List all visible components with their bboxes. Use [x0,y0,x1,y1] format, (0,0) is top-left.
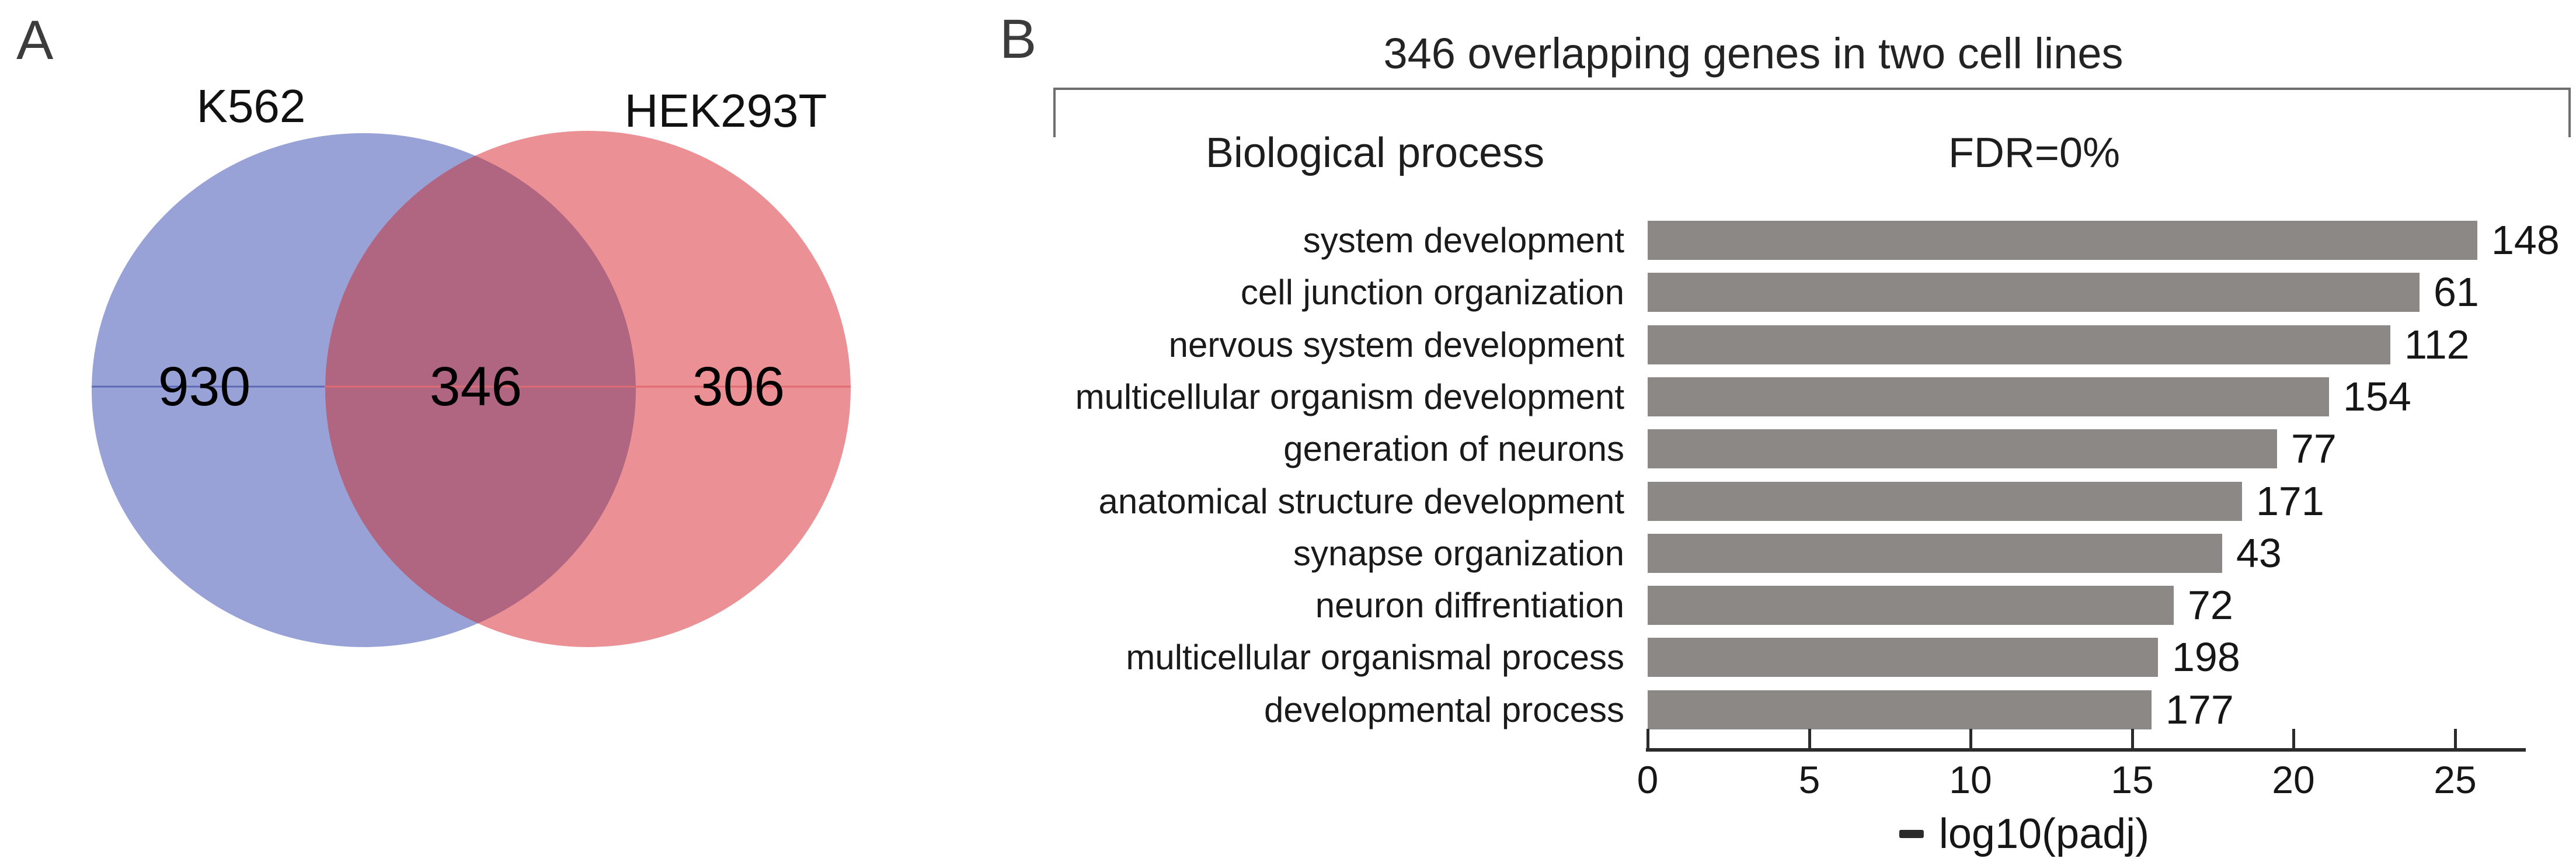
x-axis-tick-label: 0 [1637,758,1659,801]
x-axis-tick-label: 5 [1798,758,1820,801]
bar [1648,429,2277,468]
x-axis-tick-label: 25 [2434,758,2477,801]
bar-value-label: 198 [2172,634,2240,680]
x-axis-tick-label: 15 [2111,758,2154,801]
bar [1648,482,2242,521]
category-label: system development [1303,221,1624,260]
category-label: developmental process [1263,690,1624,729]
venn-left-count: 930 [158,356,251,418]
bar-value-label: 72 [2188,582,2233,628]
bar [1648,273,2420,312]
bar [1648,586,2174,625]
minus-dash-icon [1899,830,1924,838]
bar [1648,534,2222,573]
chart-title: 346 overlapping genes in two cell lines [1383,29,2124,78]
x-axis-line [1646,748,2526,752]
venn-right-label: HEK293T [624,85,827,137]
x-axis-tick-label: 20 [2272,758,2315,801]
fdr-header: FDR=0% [1948,130,2121,176]
category-label: synapse organization [1293,534,1624,573]
bar [1648,690,2152,729]
bracket-right-tick [2568,88,2571,137]
bar-value-label: 148 [2491,217,2560,263]
bar-value-label: 112 [2404,322,2470,367]
bar-value-label: 43 [2236,530,2282,576]
bracket-horizontal-line [1053,88,2571,90]
x-axis-tick-mark [1646,729,1649,748]
panel-b-letter: B [1000,8,1037,70]
venn-diagram [92,131,851,647]
bar [1648,221,2477,260]
venn-overlap-region [325,133,636,647]
category-label: anatomical structure development [1098,482,1624,521]
x-axis-tick-mark [1969,729,1972,748]
x-axis-tick-mark [1808,729,1811,748]
category-label: neuron diffrentiation [1315,586,1624,625]
category-label: generation of neurons [1283,429,1624,468]
categories-header: Biological process [1205,130,1545,176]
category-label: cell junction organization [1240,273,1624,312]
x-axis-label: log10(padj) [1899,813,2149,855]
bar-value-label: 171 [2256,478,2324,524]
x-axis-label-text: log10(padj) [1938,811,2150,857]
x-axis-tick-label: 10 [1949,758,1992,801]
category-label: nervous system development [1168,325,1624,364]
bracket-left-tick [1053,88,1056,137]
venn-left-label: K562 [196,80,306,132]
panel-a-letter: A [16,9,54,71]
bar [1648,377,2329,416]
x-axis-tick-mark [2292,729,2295,748]
bar [1648,325,2390,364]
category-label: multicellular organismal process [1126,638,1624,677]
bar-value-label: 154 [2343,374,2411,419]
venn-overlap-count: 346 [429,356,523,418]
bar [1648,638,2158,677]
category-label: multicellular organism development [1075,377,1624,416]
bar-value-label: 177 [2166,687,2234,732]
x-axis-tick-mark [2131,729,2134,748]
bar-value-label: 77 [2291,426,2337,471]
bar-value-label: 61 [2434,269,2479,315]
x-axis-tick-mark [2454,729,2457,748]
venn-right-count: 306 [692,356,785,418]
